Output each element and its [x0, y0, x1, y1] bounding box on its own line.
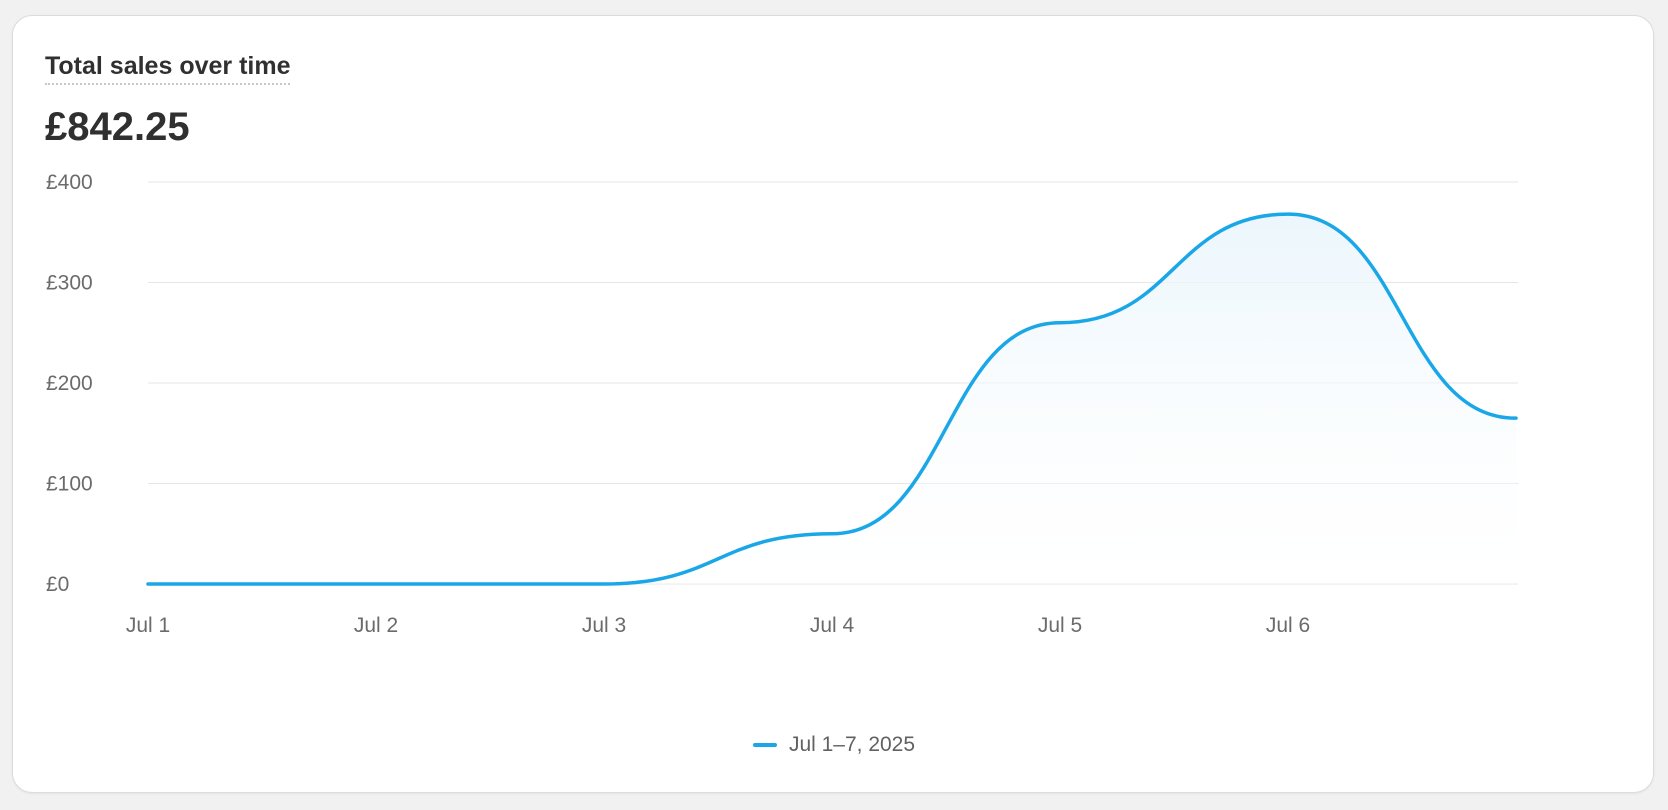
- data-point[interactable]: [1057, 320, 1063, 326]
- y-tick-label: £400: [46, 171, 93, 194]
- series-line[interactable]: [146, 212, 1518, 586]
- card-title[interactable]: Total sales over time: [45, 51, 291, 85]
- series-area: [148, 214, 1516, 584]
- y-tick-label: £100: [46, 473, 93, 496]
- data-point[interactable]: [1513, 415, 1519, 421]
- y-tick-label: £0: [46, 573, 69, 596]
- sales-card: Total sales over time £842.25 £0 £100 £200…: [12, 15, 1654, 793]
- x-tick-label: Jul 2: [354, 614, 398, 637]
- data-point[interactable]: [1285, 211, 1291, 217]
- x-tick-label: Jul 3: [582, 614, 626, 637]
- data-point[interactable]: [145, 581, 151, 587]
- total-sales-value: £842.25: [45, 105, 190, 149]
- data-point[interactable]: [829, 531, 835, 537]
- x-tick-label: Jul 1: [126, 614, 170, 637]
- legend-line-swatch: [752, 743, 777, 747]
- x-axis: Jul 1 Jul 2 Jul 3 Jul 4 Jul 5 Jul 6: [126, 614, 1310, 637]
- y-tick-label: £200: [46, 372, 93, 395]
- legend-item[interactable]: Jul 1–7, 2025: [752, 731, 916, 759]
- x-tick-label: Jul 4: [810, 614, 855, 637]
- x-tick-label: Jul 6: [1266, 614, 1310, 637]
- legend-label: Jul 1–7, 2025: [788, 733, 916, 756]
- data-point[interactable]: [373, 581, 379, 587]
- x-tick-label: Jul 5: [1038, 614, 1082, 637]
- chart-legend: Jul 1–7, 2025: [13, 727, 1655, 759]
- y-axis: £0 £100 £200 £300 £400: [46, 171, 93, 596]
- series-layer: [145, 211, 1519, 587]
- y-tick-label: £300: [46, 272, 93, 295]
- data-point[interactable]: [601, 581, 607, 587]
